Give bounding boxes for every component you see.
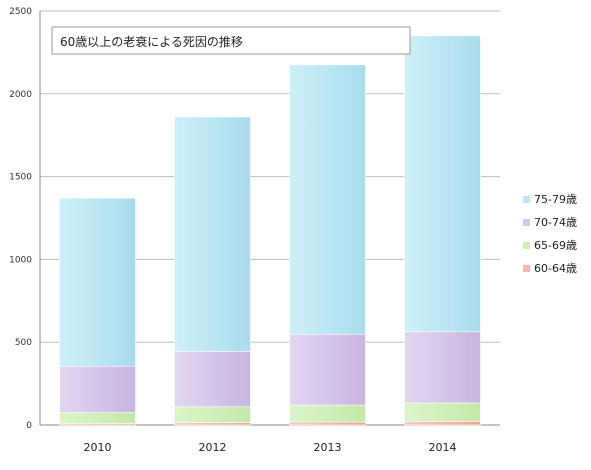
x-tick-label: 2013	[314, 441, 342, 454]
bar-segment-70-74歳-2012	[174, 351, 251, 408]
x-tick-label: 2010	[84, 441, 112, 454]
chart-title: 60歳以上の老衰による死因の推移	[60, 34, 243, 49]
legend-swatch	[523, 196, 530, 203]
y-tick-label: 500	[15, 338, 32, 348]
bar-segment-65-69歳-2013	[289, 404, 366, 423]
bar-segment-60-64歳-2012	[174, 422, 251, 426]
y-tick-label: 2000	[9, 90, 32, 100]
y-tick-label: 1000	[9, 255, 32, 265]
bar-segment-65-69歳-2014	[404, 402, 481, 422]
x-tick-label: 2012	[199, 441, 227, 454]
legend-label: 75-79歳	[534, 193, 577, 206]
legend-label: 70-74歳	[534, 216, 577, 229]
bar-segment-60-64歳-2014	[404, 421, 481, 426]
bar-segment-75-79歳-2010	[59, 197, 136, 367]
bar-segment-65-69歳-2012	[174, 406, 251, 423]
x-tick-label: 2014	[429, 441, 457, 454]
legend-swatch	[523, 242, 530, 249]
legend-swatch	[523, 265, 530, 272]
bar-segment-70-74歳-2014	[404, 331, 481, 404]
bar-segment-70-74歳-2010	[59, 365, 136, 413]
bar-segment-60-64歳-2013	[289, 421, 366, 426]
y-tick-label: 0	[26, 421, 32, 431]
legend-label: 65-69歳	[534, 239, 577, 252]
bar-segment-65-69歳-2010	[59, 412, 136, 424]
bar-segment-75-79歳-2014	[404, 35, 481, 333]
chart-title-box	[51, 26, 411, 55]
legend-swatch	[523, 219, 530, 226]
legend-label: 60-64歳	[534, 262, 577, 275]
bar-segment-75-79歳-2013	[289, 64, 366, 335]
bar-segment-75-79歳-2012	[174, 116, 251, 352]
y-tick-label: 2500	[9, 7, 32, 17]
bar-segment-70-74歳-2013	[289, 333, 366, 406]
y-tick-label: 1500	[9, 173, 32, 183]
